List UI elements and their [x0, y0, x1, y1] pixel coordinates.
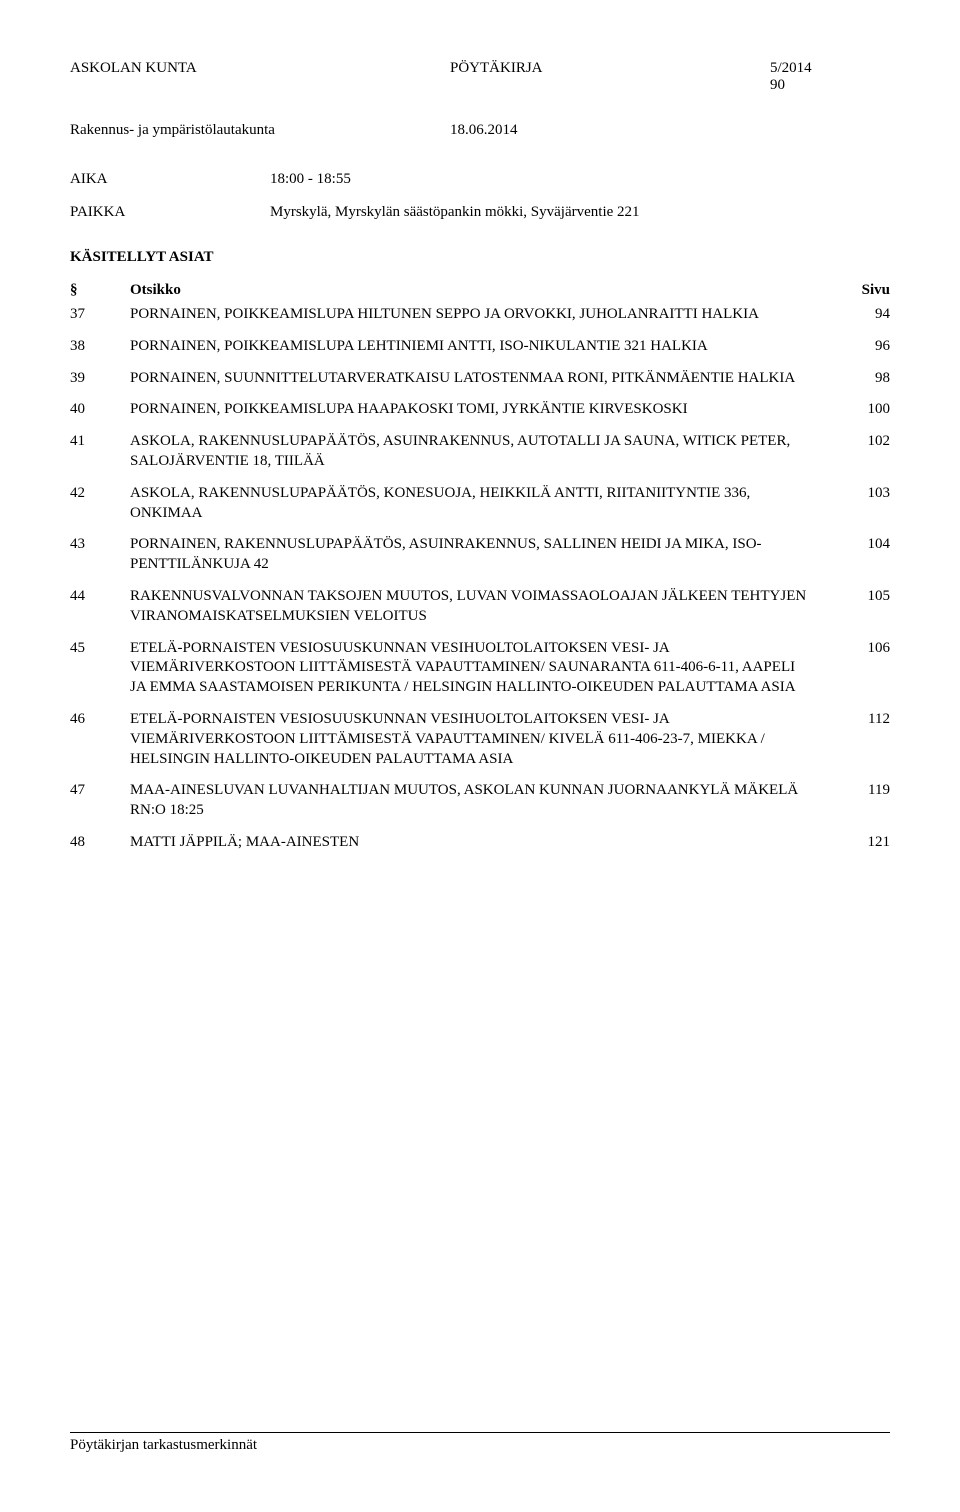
row-num: 43: [70, 535, 130, 555]
th-num: §: [70, 282, 130, 299]
row-label: ETELÄ-PORNAISTEN VESIOSUUSKUNNAN VESIHUO…: [130, 639, 840, 698]
header-doc-type: PÖYTÄKIRJA: [450, 60, 710, 94]
committee-name: Rakennus- ja ympäristölautakunta: [70, 122, 450, 139]
meeting-date: 18.06.2014: [450, 122, 518, 139]
header-right: 5/2014 90: [770, 60, 890, 94]
row-label: PORNAINEN, POIKKEAMISLUPA LEHTINIEMI ANT…: [130, 337, 840, 357]
row-label: RAKENNUSVALVONNAN TAKSOJEN MUUTOS, LUVAN…: [130, 587, 840, 627]
table-row: 41 ASKOLA, RAKENNUSLUPAPÄÄTÖS, ASUINRAKE…: [70, 432, 890, 472]
table-row: 39 PORNAINEN, SUUNNITTELUTARVERATKAISU L…: [70, 369, 890, 389]
doc-header: ASKOLAN KUNTA PÖYTÄKIRJA 5/2014 90: [70, 60, 890, 94]
time-row: AIKA 18:00 - 18:55: [70, 171, 890, 188]
row-label: PORNAINEN, POIKKEAMISLUPA HAAPAKOSKI TOM…: [130, 400, 840, 420]
row-label: PORNAINEN, SUUNNITTELUTARVERATKAISU LATO…: [130, 369, 840, 389]
row-label: PORNAINEN, RAKENNUSLUPAPÄÄTÖS, ASUINRAKE…: [130, 535, 840, 575]
row-page: 103: [840, 484, 890, 504]
row-page: 106: [840, 639, 890, 659]
row-page: 105: [840, 587, 890, 607]
row-page: 112: [840, 710, 890, 730]
row-num: 47: [70, 781, 130, 801]
row-num: 37: [70, 305, 130, 325]
place-label: PAIKKA: [70, 204, 270, 221]
footer: Pöytäkirjan tarkastusmerkinnät: [70, 1432, 890, 1454]
time-value: 18:00 - 18:55: [270, 171, 351, 188]
table-row: 47 MAA-AINESLUVAN LUVANHALTIJAN MUUTOS, …: [70, 781, 890, 821]
th-label: Otsikko: [130, 282, 840, 299]
place-row: PAIKKA Myrskylä, Myrskylän säästöpankin …: [70, 204, 890, 221]
row-page: 102: [840, 432, 890, 452]
table-row: 45 ETELÄ-PORNAISTEN VESIOSUUSKUNNAN VESI…: [70, 639, 890, 698]
agenda-table: § Otsikko Sivu 37 PORNAINEN, POIKKEAMISL…: [70, 282, 890, 853]
table-row: 43 PORNAINEN, RAKENNUSLUPAPÄÄTÖS, ASUINR…: [70, 535, 890, 575]
header-org: ASKOLAN KUNTA: [70, 60, 390, 94]
row-label: ASKOLA, RAKENNUSLUPAPÄÄTÖS, KONESUOJA, H…: [130, 484, 840, 524]
row-num: 48: [70, 833, 130, 853]
th-page: Sivu: [840, 282, 890, 299]
row-label: MATTI JÄPPILÄ; MAA-AINESTEN: [130, 833, 840, 853]
time-label: AIKA: [70, 171, 270, 188]
place-value: Myrskylä, Myrskylän säästöpankin mökki, …: [270, 204, 640, 221]
table-row: 37 PORNAINEN, POIKKEAMISLUPA HILTUNEN SE…: [70, 305, 890, 325]
table-row: 38 PORNAINEN, POIKKEAMISLUPA LEHTINIEMI …: [70, 337, 890, 357]
row-label: ETELÄ-PORNAISTEN VESIOSUUSKUNNAN VESIHUO…: [130, 710, 840, 769]
table-row: 40 PORNAINEN, POIKKEAMISLUPA HAAPAKOSKI …: [70, 400, 890, 420]
row-num: 39: [70, 369, 130, 389]
row-num: 44: [70, 587, 130, 607]
row-num: 41: [70, 432, 130, 452]
row-num: 38: [70, 337, 130, 357]
row-page: 104: [840, 535, 890, 555]
row-label: MAA-AINESLUVAN LUVANHALTIJAN MUUTOS, ASK…: [130, 781, 840, 821]
section-heading: KÄSITELLYT ASIAT: [70, 249, 890, 266]
sub-header: Rakennus- ja ympäristölautakunta 18.06.2…: [70, 122, 890, 139]
table-row: 48 MATTI JÄPPILÄ; MAA-AINESTEN 121: [70, 833, 890, 853]
row-page: 121: [840, 833, 890, 853]
table-row: 44 RAKENNUSVALVONNAN TAKSOJEN MUUTOS, LU…: [70, 587, 890, 627]
row-page: 94: [840, 305, 890, 325]
row-page: 100: [840, 400, 890, 420]
header-meeting-num: 5/2014: [770, 60, 812, 76]
row-page: 96: [840, 337, 890, 357]
row-num: 46: [70, 710, 130, 730]
row-page: 119: [840, 781, 890, 801]
row-num: 45: [70, 639, 130, 659]
row-page: 98: [840, 369, 890, 389]
row-label: PORNAINEN, POIKKEAMISLUPA HILTUNEN SEPPO…: [130, 305, 840, 325]
footer-text: Pöytäkirjan tarkastusmerkinnät: [70, 1437, 257, 1453]
table-row: 42 ASKOLA, RAKENNUSLUPAPÄÄTÖS, KONESUOJA…: [70, 484, 890, 524]
row-num: 40: [70, 400, 130, 420]
row-num: 42: [70, 484, 130, 504]
table-header: § Otsikko Sivu: [70, 282, 890, 299]
row-label: ASKOLA, RAKENNUSLUPAPÄÄTÖS, ASUINRAKENNU…: [130, 432, 840, 472]
header-page-num: 90: [770, 77, 785, 93]
table-row: 46 ETELÄ-PORNAISTEN VESIOSUUSKUNNAN VESI…: [70, 710, 890, 769]
